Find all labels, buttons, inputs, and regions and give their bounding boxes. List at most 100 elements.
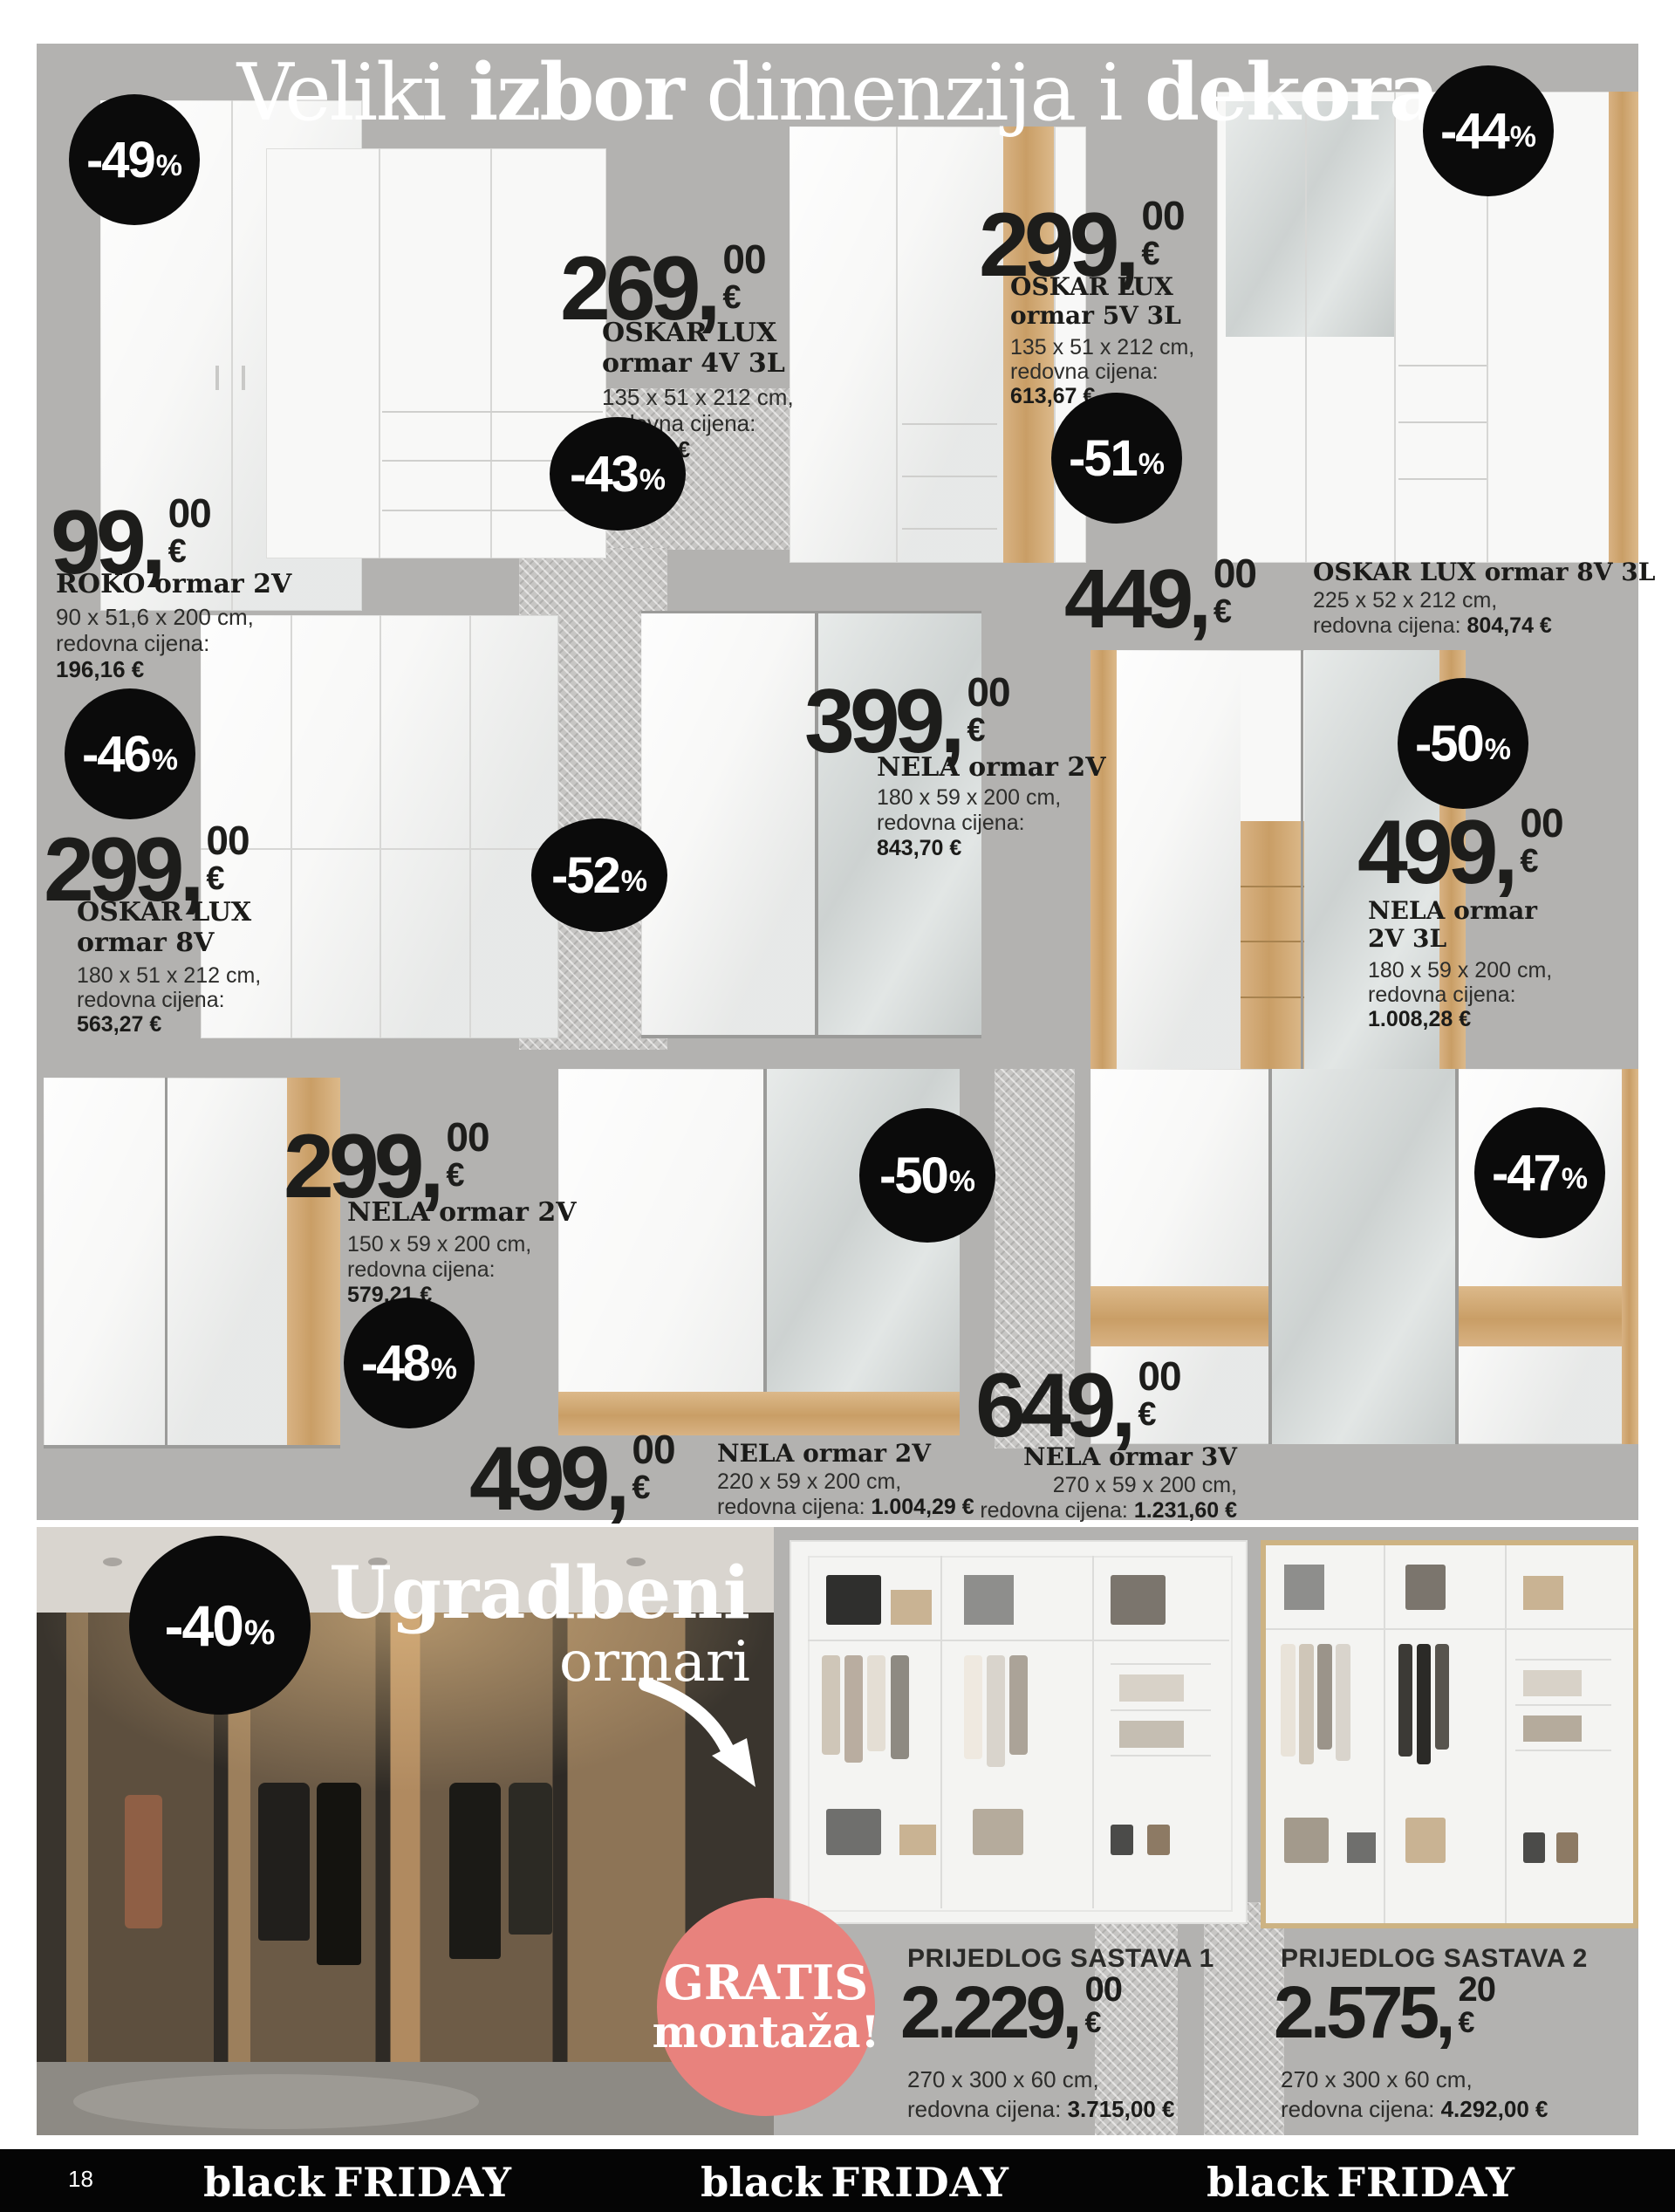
price-main: 499,	[1357, 802, 1518, 903]
regular-price-label: redovna cijena:	[717, 1495, 865, 1519]
product-name: NELA ormar 2V	[347, 1197, 577, 1228]
set-dims: 270 x 300 x 60 cm,	[907, 2066, 1099, 2092]
product-name: OSKAR LUX ormar 8V 3L	[1313, 558, 1656, 586]
product-details: 180 x 59 x 200 cm, redovna cijena: 843,7…	[877, 785, 1061, 861]
product-dims: 135 x 51 x 212 cm,	[602, 384, 794, 410]
price-cents: 00	[632, 1427, 675, 1472]
set1-price: 2.229, 00 €	[900, 1970, 1123, 2055]
set-photo-1	[790, 1540, 1248, 1924]
texture-band	[995, 1069, 1075, 1448]
price-cents: 00	[446, 1114, 489, 1160]
price-cents: 00	[206, 818, 250, 863]
product-dims: 180 x 59 x 200 cm,	[877, 785, 1062, 810]
product-photo-oskar-lux-5v	[790, 127, 1086, 563]
discount-badge: -48%	[344, 1298, 475, 1428]
black-friday-logo: black FRIDAY	[1207, 2159, 1515, 2206]
discount-badge: -43%	[550, 417, 686, 531]
regular-price-label: redovna cijena:	[907, 2096, 1062, 2122]
regular-price-label: redovna cijena:	[77, 988, 225, 1012]
regular-price-label: redovna cijena:	[1281, 2096, 1435, 2122]
percent-sign: %	[1509, 120, 1537, 154]
regular-price-label: redovna cijena:	[1368, 983, 1516, 1007]
product-dims: 150 x 59 x 200 cm,	[347, 1232, 532, 1257]
price-main: 449,	[1064, 552, 1212, 646]
euro-sign: €	[1138, 1396, 1157, 1433]
product-details: 150 x 59 x 200 cm, redovna cijena: 579,2…	[347, 1232, 531, 1308]
arrow-icon	[639, 1677, 755, 1787]
product-name: ROKO ormar 2V	[56, 569, 292, 599]
regular-price-value: 196,16 €	[56, 656, 145, 682]
texture-band	[1204, 1902, 1284, 2135]
price-oskar-8v-3l: 449, 00 €	[1064, 551, 1257, 647]
percent-sign: %	[639, 462, 667, 497]
product-photo-oskar-lux-4v	[266, 148, 606, 558]
percent-sign: %	[620, 864, 648, 898]
product-name: OSKAR LUX ormar 5V 3L	[1010, 272, 1181, 330]
price-roko: 99, 00 €	[51, 491, 212, 595]
price-main: 299,	[284, 1116, 444, 1217]
product-details: 180 x 59 x 200 cm, redovna cijena: 1.008…	[1368, 958, 1552, 1031]
price-main: 299,	[44, 819, 204, 921]
product-dims: 180 x 51 x 212 cm,	[77, 963, 262, 988]
regular-price-label: redovna cijena:	[1313, 613, 1461, 638]
product-dims: 270 x 59 x 200 cm,	[1052, 1473, 1237, 1497]
price-main: 299,	[979, 195, 1139, 296]
product-photo-oskar-lux-8v	[201, 615, 558, 1038]
price-cents: 00	[1084, 1970, 1123, 2009]
regular-price-label: redovna cijena:	[56, 630, 210, 656]
product-name: NELA ormar 2V	[877, 752, 1106, 783]
percent-sign: %	[151, 743, 179, 777]
product-details: 220 x 59 x 200 cm, redovna cijena: 1.004…	[717, 1469, 974, 1520]
set2-label: PRIJEDLOG SASTAVA 2	[1281, 1944, 1588, 1973]
product-dims: 180 x 59 x 200 cm,	[1368, 958, 1553, 983]
price-oskar-8v: 299, 00 €	[44, 818, 250, 922]
discount-badge: -44%	[1423, 65, 1554, 196]
price-main: 399,	[804, 671, 965, 772]
price-nela-2v-3l: 499, 00 €	[1357, 801, 1564, 905]
product-photo-nela-3v	[1090, 1069, 1638, 1444]
regular-price-value: 843,70 €	[877, 836, 962, 860]
regular-price-value: 4.292,00 €	[1440, 2096, 1549, 2122]
price-oskar-4v: 269, 00 €	[560, 236, 767, 341]
product-details: 180 x 51 x 212 cm, redovna cijena: 563,2…	[77, 963, 261, 1037]
discount-badge: -52%	[531, 818, 667, 932]
texture-band	[1095, 1902, 1178, 2135]
page-number: 18	[68, 2166, 93, 2192]
product-dims: 220 x 59 x 200 cm,	[717, 1469, 902, 1494]
price-main: 499,	[469, 1428, 630, 1530]
product-name: NELA ormar 2V	[717, 1439, 931, 1468]
euro-sign: €	[1084, 2006, 1102, 2039]
black-friday-logo: black FRIDAY	[203, 2159, 512, 2206]
set-dims: 270 x 300 x 60 cm,	[1281, 2066, 1473, 2092]
set1-label: PRIJEDLOG SASTAVA 1	[907, 1944, 1214, 1973]
price-main: 2.229,	[900, 1971, 1083, 2053]
product-details: 135 x 51 x 212 cm, redovna cijena: 613,6…	[1010, 335, 1194, 408]
regular-price-value: 1.004,29 €	[871, 1495, 974, 1519]
product-dims: 90 x 51,6 x 200 cm,	[56, 604, 254, 630]
product-name: NELA ormar 3V	[1023, 1442, 1237, 1471]
regular-price-label: redovna cijena:	[347, 1257, 496, 1282]
product-details: 225 x 52 x 212 cm, redovna cijena: 804,7…	[1313, 588, 1552, 639]
euro-sign: €	[1141, 236, 1160, 272]
set-photo-2	[1261, 1540, 1638, 1928]
title-part3: dimenzija i	[682, 47, 1145, 139]
price-nela-3v: 649, 00 €	[975, 1354, 1182, 1458]
percent-sign: %	[430, 1352, 458, 1386]
product-details: 270 x 59 x 200 cm, redovna cijena: 1.231…	[872, 1473, 1237, 1524]
price-cents: 00	[1141, 193, 1185, 238]
set2-details: 270 x 300 x 60 cm, redovna cijena: 4.292…	[1281, 2065, 1548, 2124]
euro-sign: €	[168, 533, 187, 570]
price-nela-2v-180: 399, 00 €	[804, 670, 1011, 774]
regular-price-value: 804,74 €	[1466, 613, 1552, 638]
product-dims: 135 x 51 x 212 cm,	[1010, 335, 1195, 360]
price-cents: 00	[722, 236, 766, 282]
price-nela-2v-150: 299, 00 €	[284, 1114, 490, 1219]
page-title: Veliki izbor dimenzija i dekora	[37, 44, 1638, 142]
discount-badge: -50%	[1398, 678, 1528, 809]
gratis-montaza-badge: GRATIS montaža!	[653, 1898, 879, 2116]
regular-price-value: 1.008,28 €	[1368, 1007, 1472, 1031]
product-name: NELA ormar 2V 3L	[1368, 896, 1538, 953]
euro-sign: €	[446, 1157, 465, 1194]
black-friday-logo: black FRIDAY	[701, 2159, 1009, 2206]
